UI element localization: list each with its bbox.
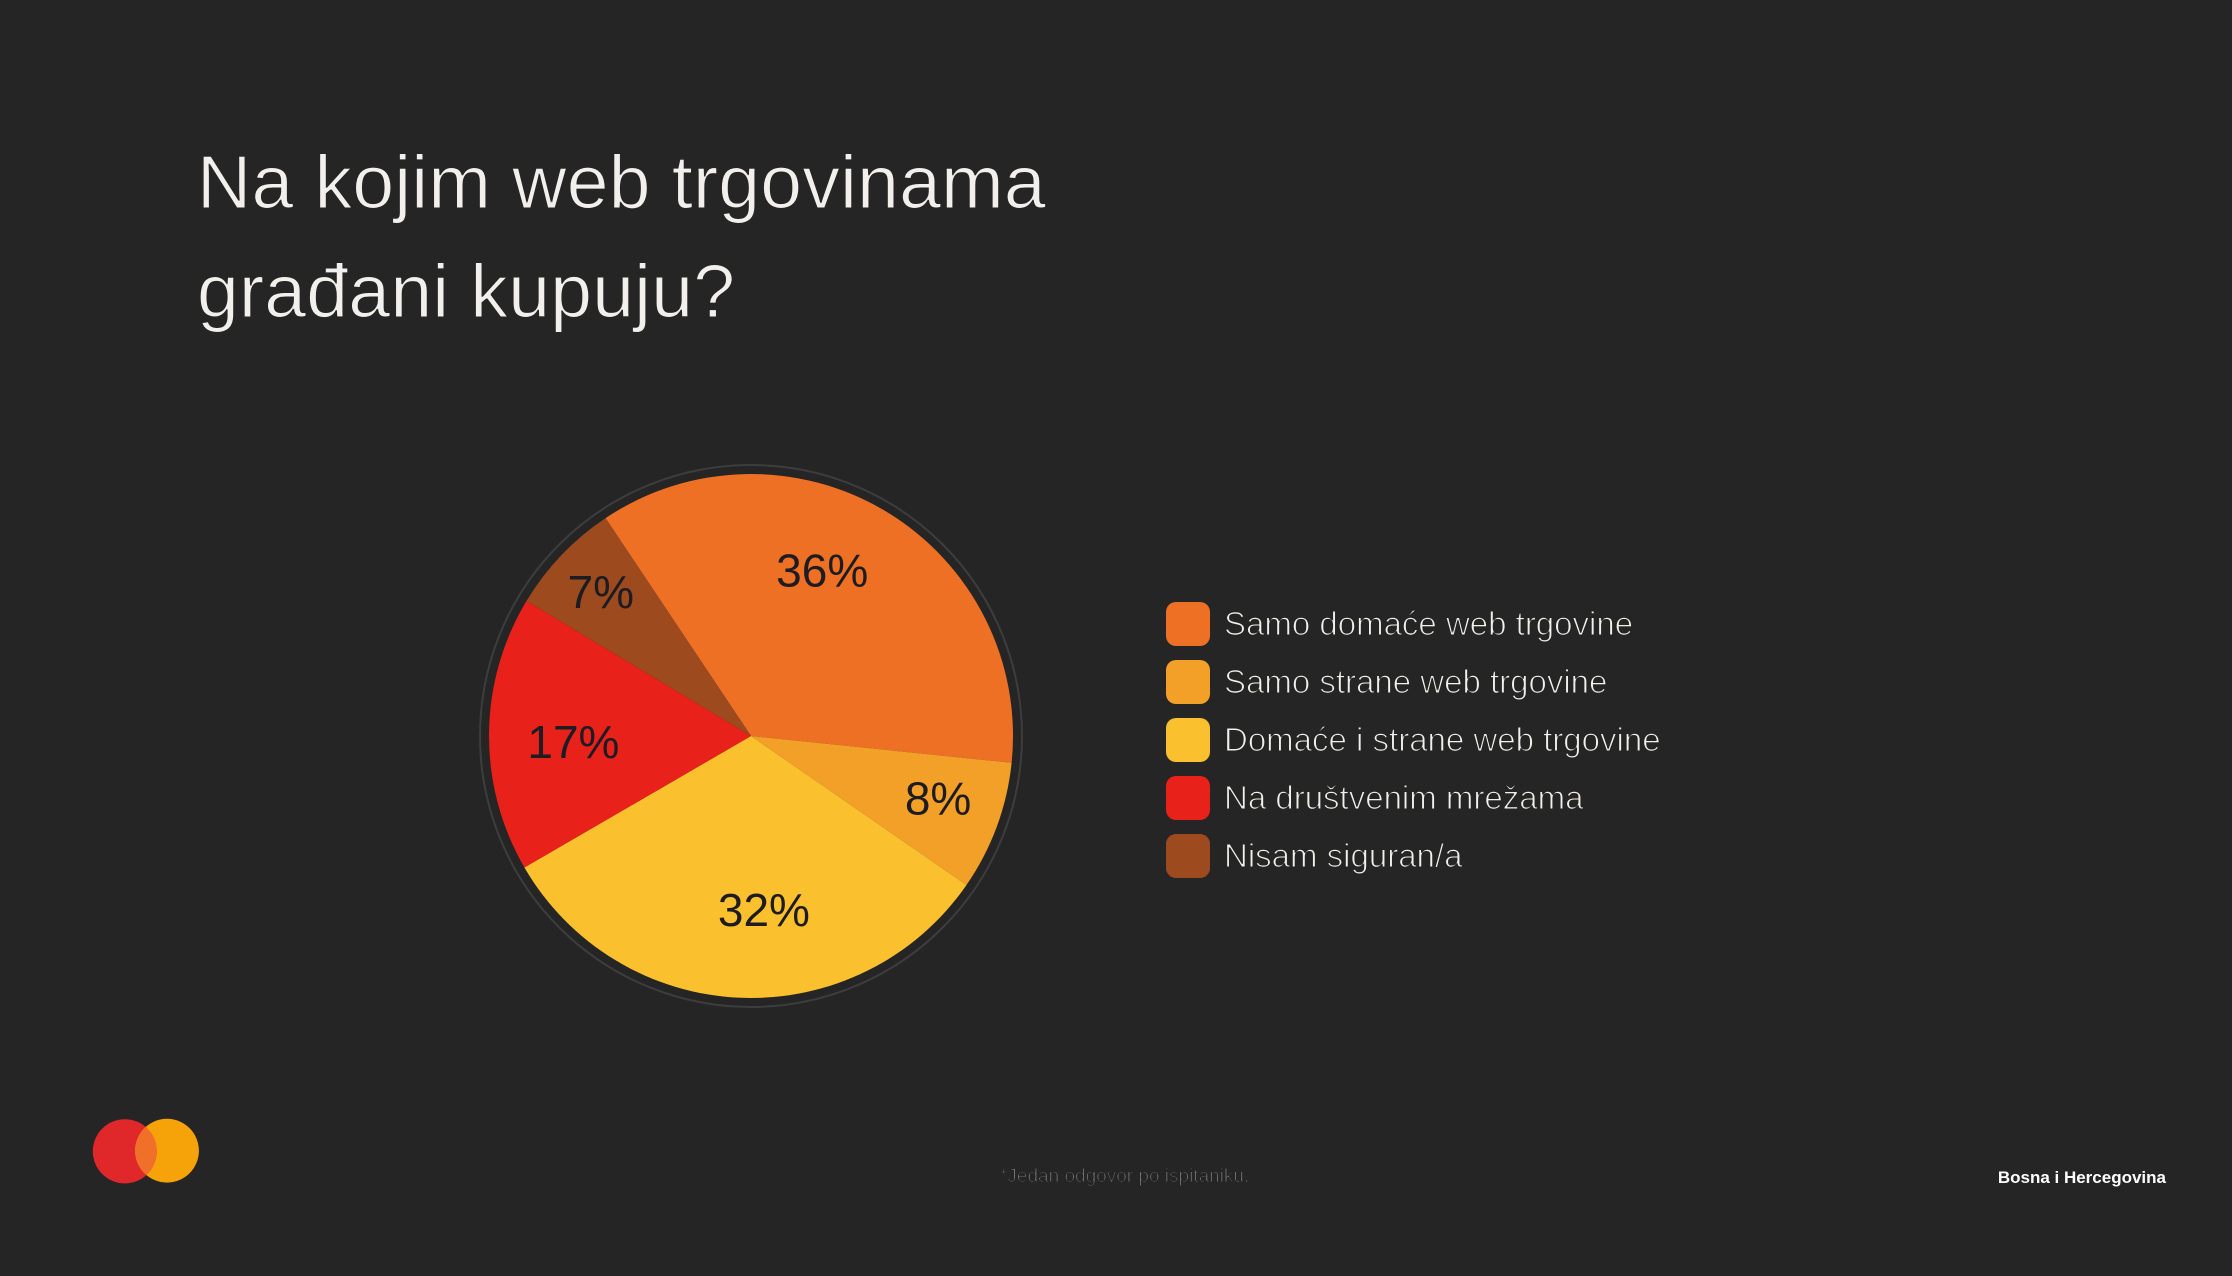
svg-text:36%: 36% [776, 544, 868, 596]
svg-text:7%: 7% [568, 566, 634, 618]
svg-text:8%: 8% [905, 772, 971, 824]
svg-text:32%: 32% [718, 884, 810, 936]
svg-text:17%: 17% [527, 715, 619, 767]
